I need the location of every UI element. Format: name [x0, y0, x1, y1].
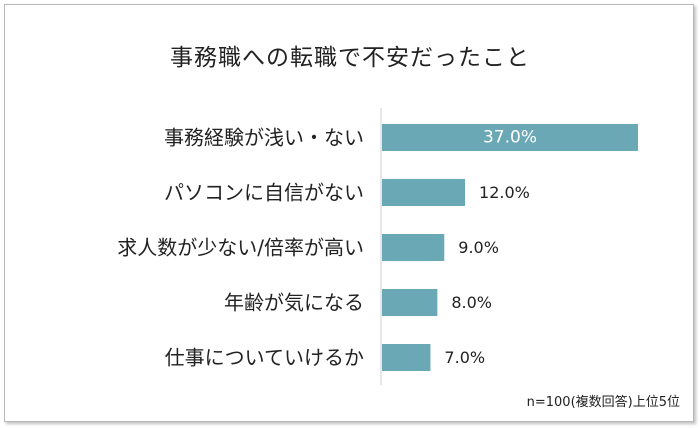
chart-frame [4, 4, 694, 422]
chart-title: 事務職への転職で不安だったこと [170, 45, 530, 71]
value-label: 9.0% [458, 238, 499, 257]
bar [382, 344, 431, 371]
value-label: 7.0% [444, 348, 485, 367]
category-label: 仕事についていけるか [165, 346, 364, 370]
category-label: 年齢が気になる [224, 291, 364, 315]
value-label: 12.0% [479, 183, 530, 202]
bar [382, 124, 638, 151]
category-label: 事務経験が浅い・ない [164, 126, 364, 150]
bar [382, 234, 445, 261]
sample-note: n=100(複数回答)上位5位 [526, 395, 680, 410]
bar [382, 179, 466, 206]
value-label: 37.0% [483, 128, 537, 148]
category-label: パソコンに自信がない [164, 181, 364, 205]
category-label: 求人数が少ない/倍率が高い [117, 236, 364, 260]
bar [382, 289, 438, 316]
value-label: 8.0% [451, 293, 492, 312]
